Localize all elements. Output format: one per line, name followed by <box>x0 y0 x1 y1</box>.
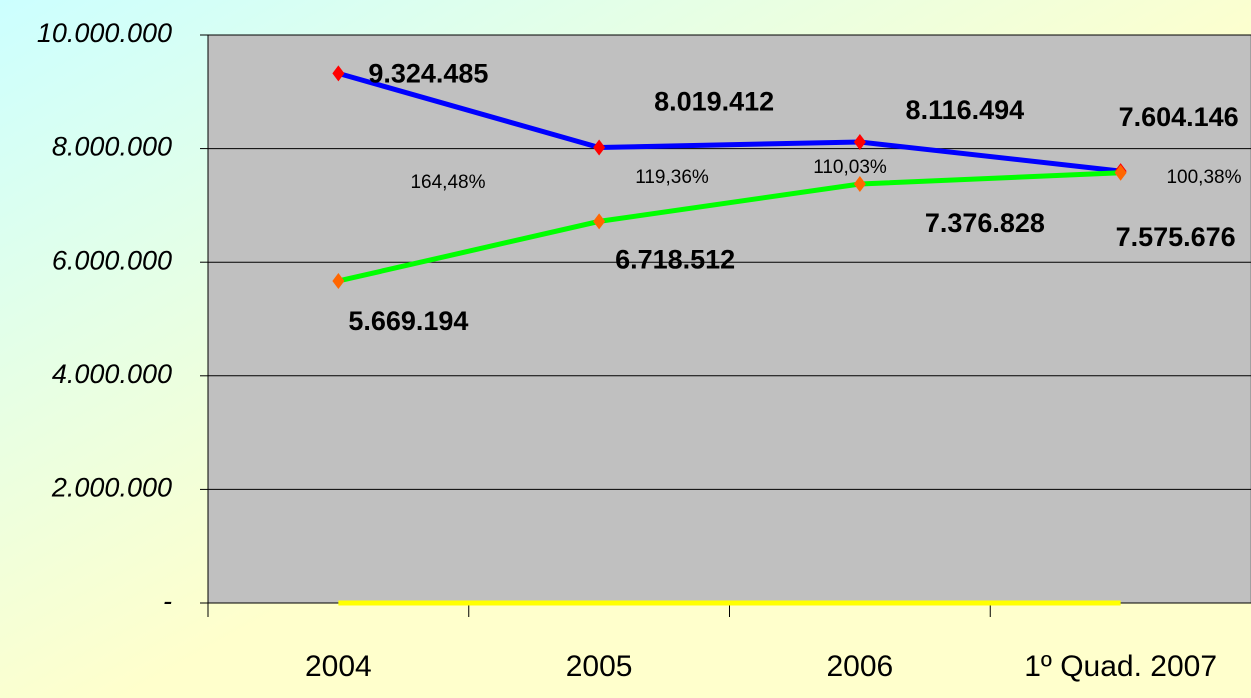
series-line <box>337 170 1121 284</box>
marker <box>332 65 345 82</box>
y-tick-label: 10.000.000 <box>37 18 172 48</box>
marker <box>853 133 866 150</box>
marker <box>332 272 345 289</box>
x-tick-label: 1º Quad. 2007 <box>1024 650 1217 683</box>
y-tick-label: 2.000.000 <box>51 473 172 503</box>
x-tick-label: 2006 <box>827 650 894 683</box>
x-tick-label: 2005 <box>566 650 633 683</box>
y-tick-label: - <box>163 586 172 616</box>
marker <box>593 139 606 156</box>
data-label: 8.116.494 <box>906 95 1025 125</box>
data-label: 6.718.512 <box>615 245 735 275</box>
annotation: 110,03% <box>813 157 887 178</box>
y-tick-label: 8.000.000 <box>52 132 172 162</box>
data-label: 5.669.194 <box>348 306 468 336</box>
y-tick-label: 6.000.000 <box>52 245 172 275</box>
data-label: 7.604.146 <box>1119 102 1239 132</box>
marker <box>1114 164 1127 181</box>
data-label: 9.324.485 <box>368 58 488 88</box>
series-line <box>337 70 1121 174</box>
marker <box>853 175 866 192</box>
y-tick-label: 4.000.000 <box>52 359 172 389</box>
x-tick-label: 2004 <box>305 650 372 683</box>
annotation: 100,38% <box>1166 167 1241 188</box>
plot-area <box>207 34 1251 604</box>
data-label: 7.376.828 <box>925 208 1045 238</box>
data-label: 8.019.412 <box>654 87 774 117</box>
annotation: 164,48% <box>410 172 485 193</box>
annotation: 119,36% <box>635 167 709 188</box>
data-label: 7.575.676 <box>1116 222 1236 252</box>
marker <box>593 213 606 230</box>
